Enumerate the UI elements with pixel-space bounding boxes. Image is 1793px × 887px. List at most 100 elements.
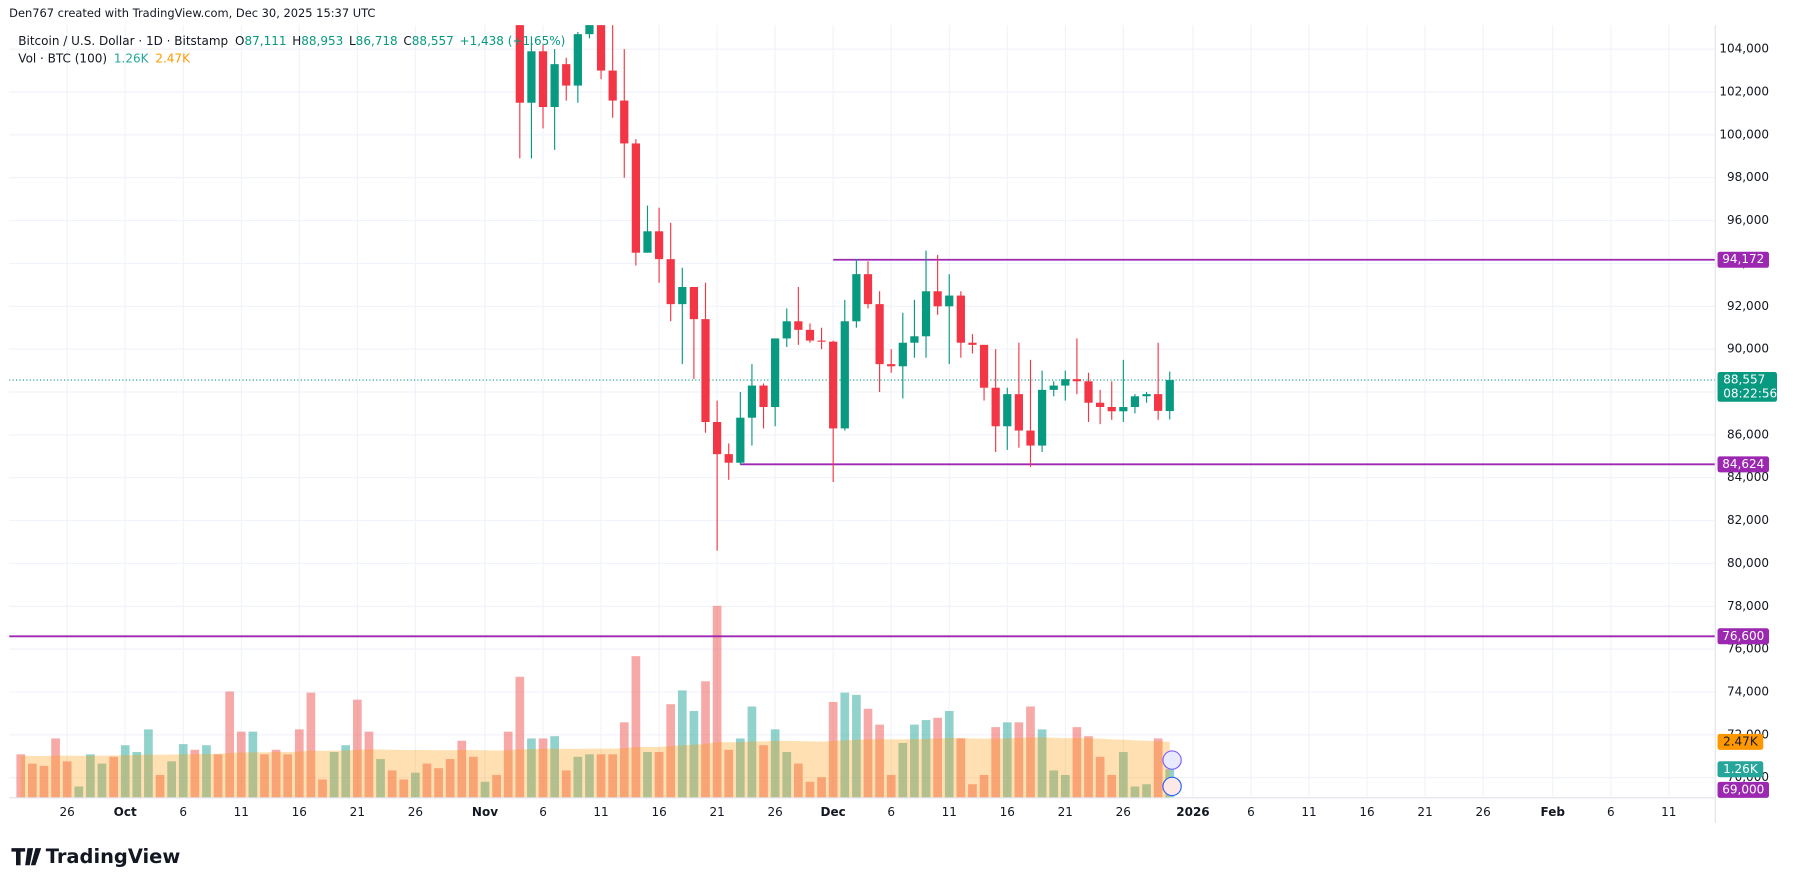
volume-bar xyxy=(561,770,571,798)
attribution: Den767 created with TradingView.com, Dec… xyxy=(9,6,375,20)
volume-bar xyxy=(910,724,919,798)
volume-bar xyxy=(503,731,513,798)
volume-legend: Vol · BTC (100) 1.26K 2.47K xyxy=(18,51,191,65)
candle-body xyxy=(782,321,791,339)
symbol-legend: Bitcoin / U.S. Dollar · 1D · Bitstamp O87… xyxy=(18,34,565,48)
volume-bar xyxy=(794,763,803,798)
y-tick-label: 96,000 xyxy=(1727,213,1769,227)
volume-bar xyxy=(863,708,873,798)
volume-bar xyxy=(608,754,618,798)
volume-bar xyxy=(817,777,826,798)
volume-bar xyxy=(805,781,815,798)
candle-body xyxy=(573,34,582,86)
x-tick-label: 6 xyxy=(179,805,187,819)
volume-bar xyxy=(527,738,536,798)
symbol: Bitcoin / U.S. Dollar · 1D · Bitstamp xyxy=(18,34,228,48)
volume-bar xyxy=(585,754,594,798)
volume-bar xyxy=(1014,722,1024,798)
volume-bar xyxy=(178,744,188,798)
x-tick-label: 11 xyxy=(1661,805,1676,819)
candle-body xyxy=(887,364,896,367)
volume-bar xyxy=(701,681,710,798)
volume-ma-tag-label: 2.47K xyxy=(1723,734,1759,748)
y-tick-label: 80,000 xyxy=(1727,556,1769,570)
volume-bar xyxy=(445,759,455,798)
candle-body xyxy=(550,64,559,108)
x-tick-label: 21 xyxy=(1058,805,1073,819)
x-tick-label: 21 xyxy=(709,805,724,819)
candle-body xyxy=(515,25,524,103)
volume-bar xyxy=(457,740,467,798)
candle-body xyxy=(840,321,849,429)
volume-bar xyxy=(434,768,443,798)
level-tag xyxy=(1717,781,1769,798)
x-tick-label: 6 xyxy=(887,805,895,819)
icon[interactable] xyxy=(1162,750,1182,770)
x-tick-label: 21 xyxy=(350,805,365,819)
volume-bar xyxy=(840,692,850,798)
volume-bar xyxy=(97,763,107,798)
volume-bar xyxy=(828,701,838,798)
x-tick-label: 16 xyxy=(292,805,307,819)
volume-bar xyxy=(74,786,84,798)
volume-bar xyxy=(1002,722,1012,798)
x-tick-label: 11 xyxy=(1301,805,1316,819)
volume-bar xyxy=(1095,756,1105,798)
candle-body xyxy=(1165,380,1174,412)
volume-ma-area xyxy=(20,737,1170,798)
volume-bar xyxy=(283,754,293,798)
x-tick-label: Feb xyxy=(1541,805,1566,819)
volume-bar xyxy=(666,704,676,798)
candle-body xyxy=(689,286,699,320)
candle-body xyxy=(956,295,965,343)
volume-bar xyxy=(213,754,223,798)
volume-bar xyxy=(318,779,327,798)
volume-bar xyxy=(933,717,942,798)
candle-body xyxy=(713,421,722,455)
volume-bar xyxy=(944,711,954,798)
volume-bar xyxy=(654,752,664,798)
volume-bar xyxy=(1142,784,1151,798)
level-tag xyxy=(1717,456,1769,473)
candle-body xyxy=(771,338,780,407)
candle-body xyxy=(1003,394,1012,427)
volume-bar xyxy=(782,752,792,798)
y-tick-label: 78,000 xyxy=(1727,599,1769,613)
volume-bar xyxy=(109,756,118,798)
candle-body xyxy=(1084,381,1093,403)
candle-body xyxy=(608,70,617,101)
volume-bar xyxy=(979,774,989,798)
volume-bar xyxy=(329,752,339,798)
volume-bar xyxy=(770,729,780,798)
volume-bar xyxy=(643,752,652,798)
candle-body xyxy=(562,64,571,86)
axes: 70,00072,00074,00076,00078,00080,00082,0… xyxy=(60,42,1778,820)
volume-bar xyxy=(248,731,258,798)
volume-bar xyxy=(724,749,734,798)
x-tick-label: 11 xyxy=(234,805,249,819)
candle-body xyxy=(805,329,815,341)
candle-body xyxy=(736,417,745,463)
volume-bar xyxy=(538,738,548,798)
x-tick-label: Dec xyxy=(821,805,846,819)
x-tick-label: 26 xyxy=(1116,805,1131,819)
volume-bar xyxy=(886,774,896,798)
level-tag xyxy=(1717,628,1769,645)
countdown: 08:22:56 xyxy=(1723,386,1777,400)
volume-bar xyxy=(1153,738,1163,798)
candle-body xyxy=(1014,394,1023,431)
logo: TradingView xyxy=(11,845,180,868)
volume-bar xyxy=(956,738,966,798)
candle-body xyxy=(1096,402,1105,407)
volume-bar xyxy=(16,754,26,798)
candle-body xyxy=(933,291,942,307)
candle-body xyxy=(979,344,989,388)
volume-bar xyxy=(1084,736,1093,798)
volume-pane xyxy=(16,605,1175,798)
volume-bar xyxy=(759,745,768,798)
x-tick-label: 26 xyxy=(1475,805,1490,819)
volume-bar xyxy=(1049,770,1059,798)
icon[interactable] xyxy=(1162,776,1182,797)
candle-body xyxy=(620,100,629,144)
